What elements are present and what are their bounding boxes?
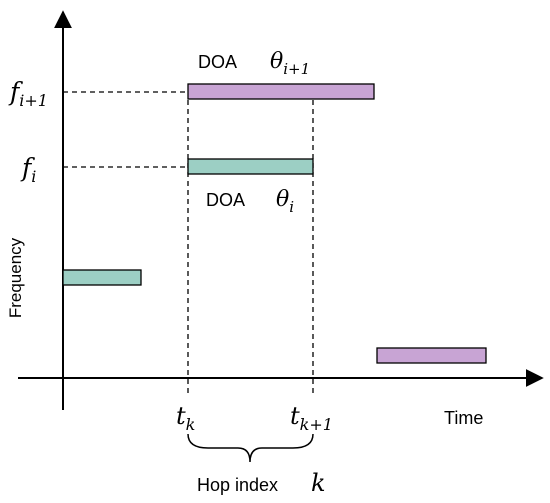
tk-label: tk [176,402,195,434]
teal-bar-left [62,269,142,286]
doa-next-theta: θi+1 [270,49,310,78]
f-next-label: fi+1 [8,77,48,110]
hop-curly-brace [187,433,314,463]
hop-index-text: Hop index [197,475,278,495]
tk1-label: tk+1 [290,402,333,434]
x-axis-label: Time [444,408,483,428]
y-axis-label: Frequency [6,237,25,318]
doa-next-word: DOA [198,52,237,72]
teal-bar-center [187,158,314,175]
hop-index-var: k [311,469,326,497]
f-cur-label: fi [20,153,36,186]
doa-cur-theta: θi [276,187,294,216]
purple-bar-top [187,83,375,100]
doa-cur-word: DOA [206,190,245,210]
purple-bar-right [376,347,487,364]
